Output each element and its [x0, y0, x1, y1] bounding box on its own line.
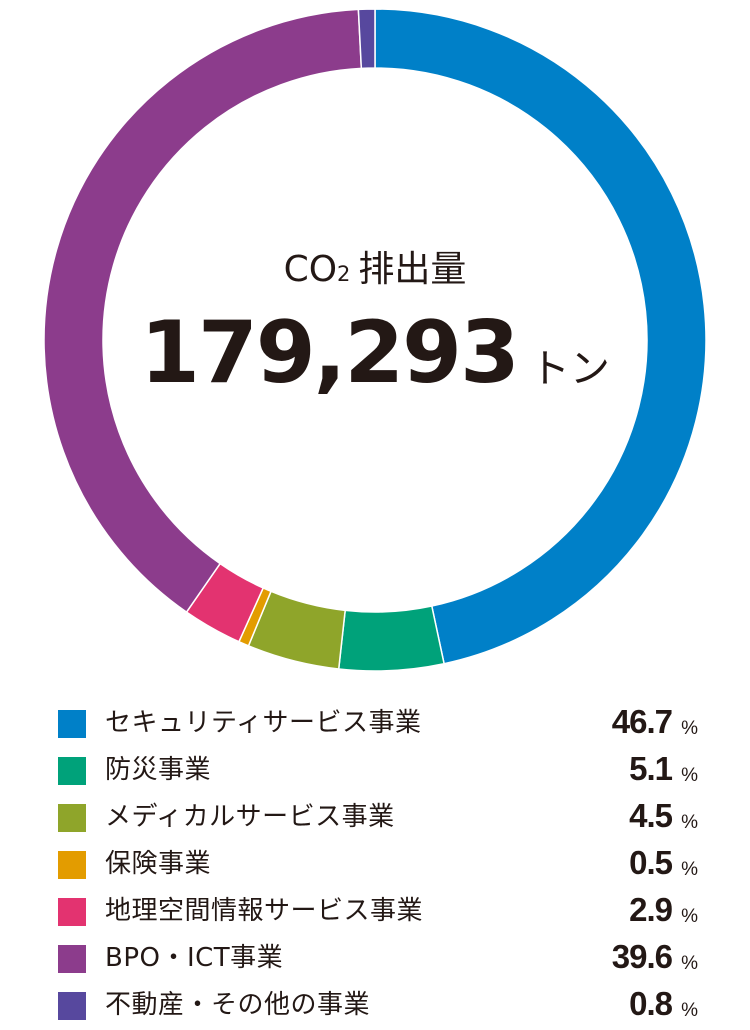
legend-value: 2.9 [629, 891, 673, 928]
donut-slice-5 [43, 8, 363, 614]
legend: セキュリティサービス事業 46.7% 防災事業 5.1% メディカルサービス事業 4.5%… [58, 700, 698, 1029]
legend-unit: % [681, 718, 698, 739]
legend-item-4: 地理空間情報サービス事業 2.9% [58, 888, 698, 935]
legend-item-1: 防災事業 5.1% [58, 747, 698, 794]
donut-slice-0 [374, 8, 707, 665]
donut-slice-6 [357, 8, 376, 70]
legend-item-5: BPO・ICT事業 39.6% [58, 935, 698, 982]
legend-unit: % [681, 765, 698, 786]
legend-label: メディカルサービス事業 [105, 802, 395, 832]
legend-unit: % [681, 1000, 698, 1021]
donut-slices [43, 8, 707, 672]
legend-value: 4.5 [629, 797, 673, 834]
legend-item-6: 不動産・その他の事業 0.8% [58, 982, 698, 1029]
legend-label: 防災事業 [105, 755, 212, 785]
donut-chart: CO2 排出量 179,293 トン [43, 8, 707, 672]
legend-unit: % [681, 906, 698, 927]
legend-unit: % [681, 812, 698, 833]
legend-value: 0.8 [629, 985, 673, 1022]
legend-swatch [58, 945, 86, 973]
legend-label: BPO・ICT事業 [105, 943, 284, 973]
legend-item-2: メディカルサービス事業 4.5% [58, 794, 698, 841]
legend-value: 0.5 [629, 844, 673, 881]
legend-unit: % [681, 859, 698, 880]
center-total-value: 179,293 [140, 303, 518, 403]
center-title: CO2 排出量 [284, 249, 467, 290]
legend-label: 不動産・その他の事業 [105, 990, 371, 1020]
legend-value: 5.1 [629, 750, 673, 787]
donut-slice-1 [337, 605, 445, 672]
center-total-unit: トン [530, 346, 610, 392]
center-title-subscript: 2 [337, 262, 350, 286]
center-title-main: CO [284, 249, 337, 290]
legend-swatch [58, 851, 86, 879]
legend-swatch [58, 804, 86, 832]
legend-swatch [58, 710, 86, 738]
legend-swatch [58, 898, 86, 926]
legend-value: 39.6 [611, 938, 673, 975]
legend-value: 46.7 [611, 703, 673, 740]
legend-swatch [58, 992, 86, 1020]
legend-swatch [58, 757, 86, 785]
center-title-rest: 排出量 [358, 249, 466, 290]
legend-item-0: セキュリティサービス事業 46.7% [58, 700, 698, 747]
legend-unit: % [681, 953, 698, 974]
legend-item-3: 保険事業 0.5% [58, 841, 698, 888]
legend-label: 地理空間情報サービス事業 [105, 896, 424, 926]
legend-label: セキュリティサービス事業 [105, 708, 422, 738]
center-total: 179,293 トン [140, 303, 610, 403]
legend-label: 保険事業 [105, 849, 212, 879]
